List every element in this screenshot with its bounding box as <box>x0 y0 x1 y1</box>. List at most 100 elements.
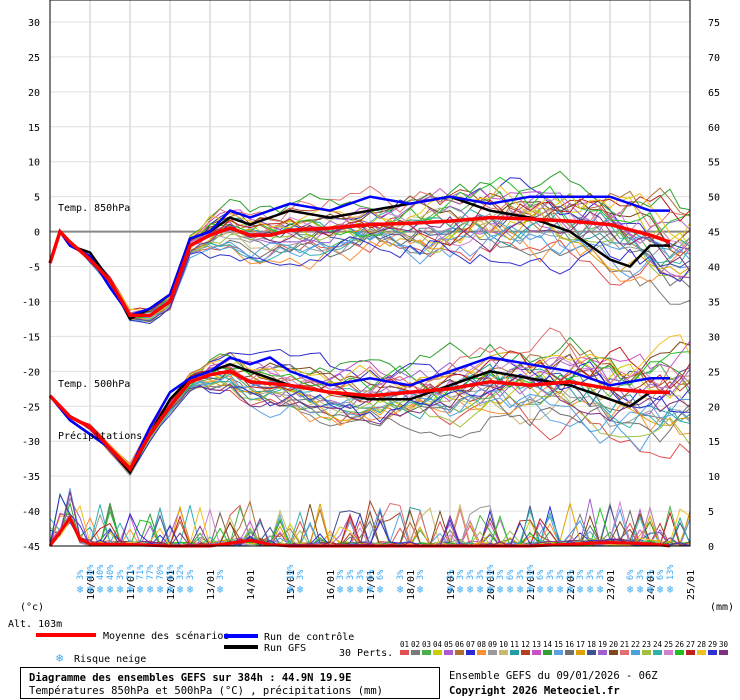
pert-number: 20 <box>609 640 619 649</box>
footer-title-box: Diagramme des ensembles GEFS sur 384h : … <box>20 667 440 699</box>
date-tick-label: 19/01 <box>446 570 457 600</box>
snow-risk-percent: 3% <box>446 570 456 580</box>
pert-swatch <box>697 650 706 655</box>
pert-swatch <box>433 650 442 655</box>
date-tick-label: 14/01 <box>246 570 257 600</box>
pert-number: 03 <box>422 640 431 649</box>
ensemble-member-line <box>49 227 691 320</box>
snow-risk-percent: 77% <box>146 565 156 580</box>
snow-risk-percent: 6% <box>376 570 386 580</box>
left-tick-label: 20 <box>28 88 40 99</box>
date-tick-label: 25/01 <box>686 570 697 600</box>
gfs-500-line <box>49 362 670 475</box>
snow-risk-percent: 3% <box>646 570 656 580</box>
pert-swatch <box>565 650 574 655</box>
pert-number: 15 <box>554 640 563 649</box>
pert-swatch <box>543 650 552 655</box>
date-tick-label: 10/01 <box>86 570 97 600</box>
snow-risk-percent: 3% <box>416 570 426 580</box>
control-850-line <box>48 195 670 317</box>
date-tick-label: 16/01 <box>326 570 337 600</box>
snowflake-icon: ❄ <box>527 583 534 596</box>
snow-risk-percent: 13% <box>666 565 676 580</box>
snow-risk-percent: 6% <box>536 570 546 580</box>
snow-risk-percent: 40% <box>86 565 96 580</box>
snowflake-icon: ❄ <box>127 583 134 596</box>
snow-risk-percent: 32% <box>176 565 186 580</box>
pert-number: 29 <box>708 640 717 649</box>
snow-risk-percent: 70% <box>156 565 166 580</box>
snow-risk-percent: 3% <box>456 570 466 580</box>
pert-number: 14 <box>543 640 553 649</box>
right-tick-label: 40 <box>708 263 720 274</box>
snow-risk-percent: 3% <box>586 570 596 580</box>
snowflake-icon: ❄ <box>597 583 604 596</box>
pert-swatch <box>554 650 563 655</box>
snowflake-icon: ❄ <box>447 583 454 596</box>
pert-swatch <box>719 650 728 655</box>
snowflake-icon: ❄ <box>547 583 554 596</box>
pert-swatch <box>499 650 508 655</box>
snowflake-icon: ❄ <box>157 583 164 596</box>
pert-swatch <box>510 650 519 655</box>
snowflake-icon: ❄ <box>177 583 184 596</box>
right-tick-label: 35 <box>708 297 720 308</box>
snowflake-icon: ❄ <box>347 583 354 596</box>
pert-number: 02 <box>411 640 420 649</box>
t500-label: Temp. 500hPa <box>58 379 130 390</box>
snowflake-icon: ❄ <box>147 583 154 596</box>
snowflake-icon: ❄ <box>97 583 104 596</box>
snowflake-icon: ❄ <box>357 583 364 596</box>
snow-legend-icon: ❄ <box>56 651 63 665</box>
pert-number: 24 <box>653 640 663 649</box>
snowflake-icon: ❄ <box>367 583 374 596</box>
pert-swatch <box>576 650 585 655</box>
pert-number: 07 <box>466 640 475 649</box>
pert-number: 05 <box>444 640 453 649</box>
footer-title: Diagramme des ensembles GEFS sur 384h : … <box>29 672 352 684</box>
left-tick-label: 10 <box>28 158 40 169</box>
date-tick-label: 23/01 <box>606 570 617 600</box>
footer-copyright: Copyright 2026 Meteociel.fr <box>449 685 620 697</box>
snowflake-icon: ❄ <box>187 583 194 596</box>
snow-risk-percent: 3% <box>356 570 366 580</box>
date-tick-label: 15/01 <box>286 570 297 600</box>
snowflake-icon: ❄ <box>537 583 544 596</box>
snow-risk-percent: 40% <box>96 565 106 580</box>
right-tick-label: 10 <box>708 472 720 483</box>
right-tick-label: 5 <box>708 507 714 518</box>
date-tick-label: 20/01 <box>486 570 497 600</box>
snow-risk-row: 3%❄40%❄40%❄40%❄3%❄71%❄71%❄77%❄70%❄65%❄32… <box>76 565 676 596</box>
right-tick-label: 65 <box>708 88 720 99</box>
highlight-runs <box>48 195 671 548</box>
plot-frame <box>49 0 691 547</box>
date-tick-label: 24/01 <box>646 570 657 600</box>
pert-number: 13 <box>532 640 541 649</box>
snowflake-icon: ❄ <box>487 583 494 596</box>
right-tick-label: 20 <box>708 402 720 413</box>
pert-swatch <box>620 650 629 655</box>
right-tick-label: 15 <box>708 437 720 448</box>
pert-swatch <box>400 650 409 655</box>
pert-number: 16 <box>565 640 575 649</box>
pert-swatch <box>631 650 640 655</box>
t850-label: Temp. 850hPa <box>58 203 130 214</box>
snow-risk-percent: 3% <box>636 570 646 580</box>
pert-swatch <box>444 650 453 655</box>
pert-number: 30 <box>719 640 729 649</box>
snow-risk-percent: 3% <box>466 570 476 580</box>
left-tick-label: -20 <box>22 367 40 378</box>
left-unit: (°c) <box>20 602 44 613</box>
mean-legend-label: Moyenne des scénarios <box>103 630 229 642</box>
snowflake-icon: ❄ <box>627 583 634 596</box>
snowflake-icon: ❄ <box>297 583 304 596</box>
pert-swatch <box>488 650 497 655</box>
legend: Moyenne des scénarios Run de contrôle Ru… <box>36 630 729 665</box>
snow-risk-percent: 10% <box>526 565 536 580</box>
snowflake-icon: ❄ <box>497 583 504 596</box>
snow-risk-percent: 3% <box>546 570 556 580</box>
snow-risk-percent: 6% <box>506 570 516 580</box>
mean-500-line <box>48 369 670 473</box>
date-tick-label: 22/01 <box>566 570 577 600</box>
ensemble-precip-line <box>49 491 691 547</box>
